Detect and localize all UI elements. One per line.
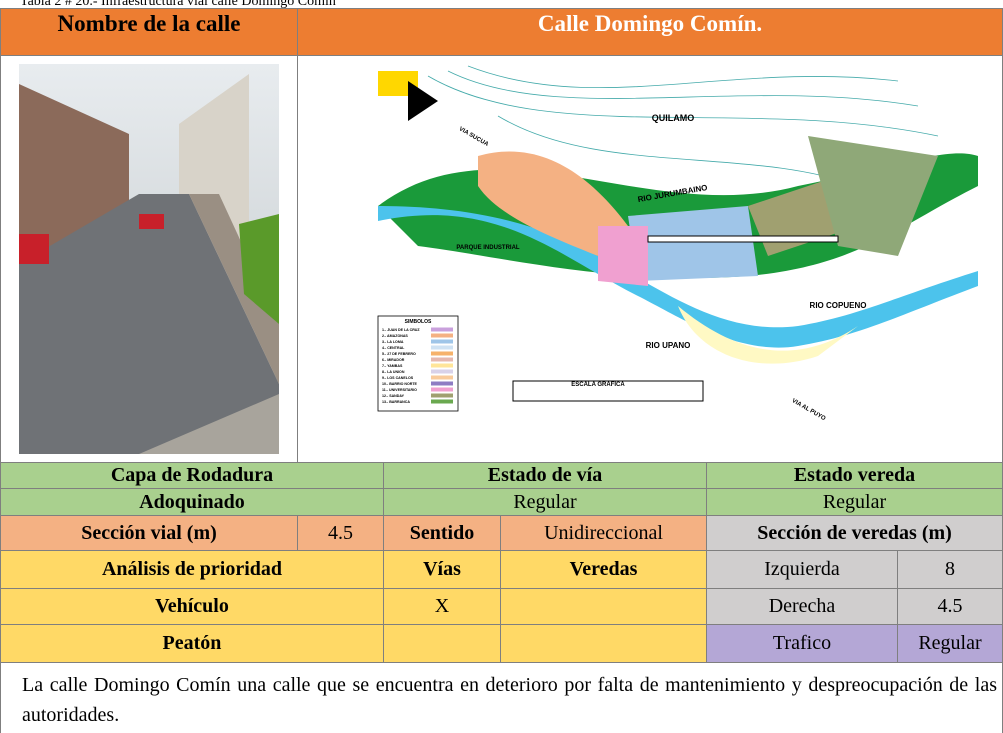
cell: X (383, 588, 501, 625)
legend-swatch (431, 393, 453, 398)
legend-swatch (431, 369, 453, 374)
legend-swatch (431, 339, 453, 344)
photo-cell (0, 55, 298, 463)
cell: 4.5 (897, 588, 1003, 625)
cell: Regular (897, 624, 1003, 663)
map-label: RIO UPANO (646, 341, 691, 350)
legend-item: 13.- BARRANCA (382, 400, 410, 404)
empty-cell (500, 588, 707, 625)
legend-item: 6.- MIRADOR (382, 358, 405, 362)
legend-item: 7.- YAMBAS (382, 364, 403, 368)
legend-swatch (431, 345, 453, 350)
header-value: Calle Domingo Comín. (297, 8, 1003, 56)
legend-item: 8.- LA UNION (382, 370, 405, 374)
description: La calle Domingo Comín una calle que se … (22, 674, 997, 726)
cell: Sentido (383, 515, 501, 551)
cell: Veredas (500, 550, 707, 589)
map-cell: QUILAMO RIO JURUMBAINO RIO COPUENO RIO UPAN… (297, 55, 1003, 463)
header-label: Nombre de la calle (0, 8, 298, 56)
cell: Izquierda (706, 550, 898, 589)
legend-item: 11.- UNIVERSITARIO (382, 388, 417, 392)
cell: Trafico (706, 624, 898, 663)
cell: Vías (383, 550, 501, 589)
legend-item: 1.- JUAN DE LA CRUZ (382, 328, 420, 332)
cell: Sección vial (m) (0, 515, 298, 551)
cell: Estado vereda (706, 462, 1003, 489)
cell: Peatón (0, 624, 384, 663)
legend-item: 12.- SANDAY (382, 394, 405, 398)
cell: Derecha (706, 588, 898, 625)
legend-swatch (431, 363, 453, 368)
map-label: PARQUE INDUSTRIAL (456, 245, 520, 251)
legend-item: 3.- LA LOMA (382, 340, 404, 344)
map-label: QUILAMO (652, 113, 695, 123)
legend-title: SIMBOLOS (405, 319, 432, 325)
legend-swatch (431, 399, 453, 404)
legend-item: 9.- LOS CANELOS (382, 376, 414, 380)
legend-item: 5.- 27 DE FEBRERO (382, 352, 416, 356)
cell: 4.5 (297, 515, 384, 551)
street-photo (19, 64, 279, 454)
legend-swatch (431, 333, 453, 338)
cell: Análisis de prioridad (0, 550, 384, 589)
cell: Adoquinado (0, 488, 384, 516)
cell: Sección de veredas (m) (706, 515, 1003, 551)
legend-swatch (431, 327, 453, 332)
cell: Vehículo (0, 588, 384, 625)
legend-swatch (431, 357, 453, 362)
legend-swatch (431, 375, 453, 380)
legend-item: 2.- AMAZONAS (382, 334, 408, 338)
map-label: ESCALA GRAFICA (571, 382, 625, 388)
empty-cell (383, 624, 501, 663)
legend-swatch (431, 381, 453, 386)
legend-swatch (431, 351, 453, 356)
cell: Regular (706, 488, 1003, 516)
cell: Regular (383, 488, 707, 516)
cell: Unidireccional (500, 515, 707, 551)
cell: Estado de vía (383, 462, 707, 489)
map-label: RIO COPUENO (810, 301, 867, 310)
map-label: VIA AL PUYO (791, 398, 827, 422)
legend-item: 4.- CENTRAL (382, 346, 405, 350)
empty-cell (500, 624, 707, 663)
map-label: VIA SUCUA (458, 126, 490, 148)
cell: Capa de Rodadura (0, 462, 384, 489)
legend-item: 10.- BARRIO NORTE (382, 382, 418, 386)
legend-swatch (431, 387, 453, 392)
cell: 8 (897, 550, 1003, 589)
caption: Tabla 2 # 20.- Infraestructura vial call… (20, 0, 336, 9)
